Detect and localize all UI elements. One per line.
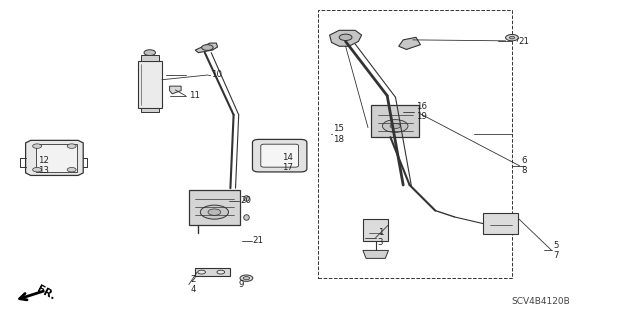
Text: 5
7: 5 7 [554,241,559,260]
Text: 12
13: 12 13 [38,156,49,175]
Circle shape [506,34,518,41]
Circle shape [339,34,352,41]
Text: 21: 21 [253,236,264,245]
Bar [318,10,512,278]
Text: 14
17: 14 17 [282,153,292,172]
Polygon shape [141,108,159,112]
Polygon shape [399,37,420,49]
Circle shape [144,50,156,56]
Text: 6
8: 6 8 [522,156,527,175]
Circle shape [200,205,228,219]
Polygon shape [141,55,159,61]
Text: 15
18: 15 18 [333,124,344,144]
Circle shape [198,270,205,274]
FancyBboxPatch shape [261,144,298,167]
Polygon shape [195,268,230,276]
Text: 20: 20 [240,197,251,205]
Circle shape [217,270,225,274]
Polygon shape [330,30,362,46]
Polygon shape [483,213,518,234]
Polygon shape [138,61,162,108]
Circle shape [33,167,42,172]
Polygon shape [170,86,181,94]
Circle shape [243,277,250,280]
Polygon shape [371,105,419,137]
Text: 2
4: 2 4 [191,275,196,294]
Circle shape [33,144,42,148]
Text: 11: 11 [189,91,200,100]
Circle shape [390,123,401,129]
Text: 21: 21 [518,37,529,46]
FancyBboxPatch shape [252,139,307,172]
Circle shape [509,36,515,39]
Polygon shape [36,144,77,172]
Circle shape [67,167,76,172]
Text: FR.: FR. [35,284,57,302]
Text: 1
3: 1 3 [378,228,383,247]
Circle shape [67,144,76,148]
Text: 16
19: 16 19 [416,102,427,121]
Circle shape [240,275,253,281]
Circle shape [382,120,408,132]
Circle shape [202,45,213,50]
Polygon shape [26,140,83,175]
Text: 9: 9 [239,280,244,289]
Text: SCV4B4120B: SCV4B4120B [511,297,570,306]
Polygon shape [195,43,218,53]
Polygon shape [363,250,388,258]
Polygon shape [363,219,388,241]
Polygon shape [189,190,240,225]
Text: 10: 10 [211,70,222,79]
Circle shape [208,209,221,215]
